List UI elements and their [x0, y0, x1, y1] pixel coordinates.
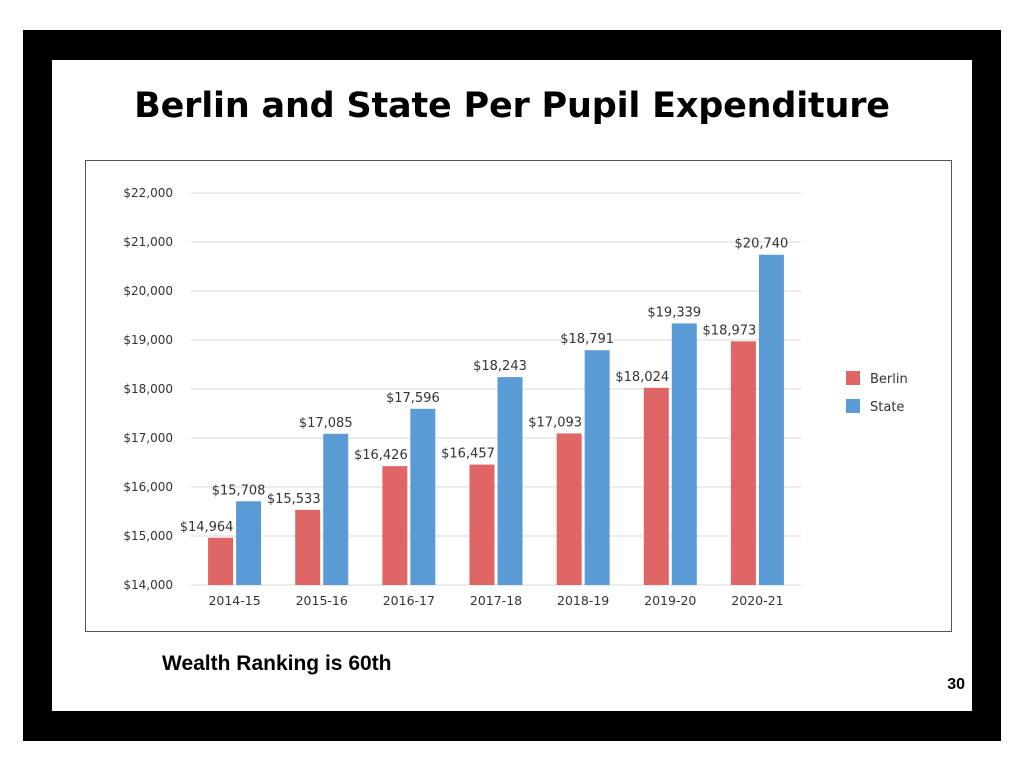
page-number: 30 — [947, 676, 965, 693]
wealth-ranking-caption: Wealth Ranking is 60th — [162, 652, 392, 675]
berlin-data-label: $16,426 — [354, 448, 408, 463]
bar-chart: $14,000 $15,000 $16,000 $17,000 $18,000 $19,0… — [123, 186, 908, 608]
y-tick-label: $18,000 — [123, 382, 173, 396]
berlin-bar — [469, 464, 495, 585]
state-data-label: $20,740 — [735, 237, 789, 252]
berlin-bar — [382, 466, 408, 585]
state-bar — [497, 377, 523, 585]
y-tick-label: $22,000 — [123, 186, 173, 200]
state-bar — [758, 254, 784, 585]
berlin-bar — [643, 387, 669, 585]
berlin-bar — [295, 509, 321, 585]
state-bar — [323, 433, 349, 585]
x-tick-label: 2019-20 — [644, 593, 696, 608]
state-data-label: $18,243 — [473, 359, 527, 374]
y-tick-label: $14,000 — [123, 578, 173, 592]
berlin-legend-swatch — [846, 371, 860, 385]
x-tick-label: 2015-16 — [296, 593, 348, 608]
berlin-data-label: $15,533 — [267, 492, 321, 507]
berlin-bar — [556, 433, 582, 585]
berlin-data-label: $16,457 — [441, 447, 495, 462]
state-bar — [584, 350, 610, 585]
state-data-label: $15,708 — [212, 483, 266, 498]
state-legend-swatch — [846, 399, 860, 413]
berlin-data-label: $18,024 — [615, 370, 669, 385]
berlin-data-label: $18,973 — [703, 323, 757, 338]
y-tick-label: $17,000 — [123, 431, 173, 445]
state-bar — [410, 408, 436, 585]
state-data-label: $18,791 — [560, 332, 614, 347]
x-tick-label: 2018-19 — [557, 593, 609, 608]
y-tick-label: $19,000 — [123, 333, 173, 347]
state-legend-label: State — [870, 400, 904, 415]
chart-container: $14,000 $15,000 $16,000 $17,000 $18,000 $19,0… — [85, 160, 952, 632]
y-tick-label: $16,000 — [123, 480, 173, 494]
x-tick-label: 2020-21 — [731, 593, 783, 608]
berlin-data-label: $17,093 — [528, 415, 582, 430]
y-tick-label: $15,000 — [123, 529, 173, 543]
state-data-label: $17,085 — [299, 416, 353, 431]
state-bar — [671, 323, 697, 585]
state-data-label: $19,339 — [647, 305, 701, 320]
berlin-legend-label: Berlin — [870, 372, 908, 387]
berlin-data-label: $14,964 — [180, 520, 234, 535]
state-data-label: $17,596 — [386, 391, 440, 406]
state-bar — [236, 501, 262, 585]
berlin-bar — [730, 341, 756, 585]
x-tick-label: 2016-17 — [383, 593, 435, 608]
berlin-bar — [208, 537, 234, 585]
slide-title: Berlin and State Per Pupil Expenditure — [134, 86, 890, 126]
y-tick-label: $20,000 — [123, 284, 173, 298]
x-tick-label: 2014-15 — [208, 593, 260, 608]
x-tick-label: 2017-18 — [470, 593, 522, 608]
y-tick-label: $21,000 — [123, 235, 173, 249]
